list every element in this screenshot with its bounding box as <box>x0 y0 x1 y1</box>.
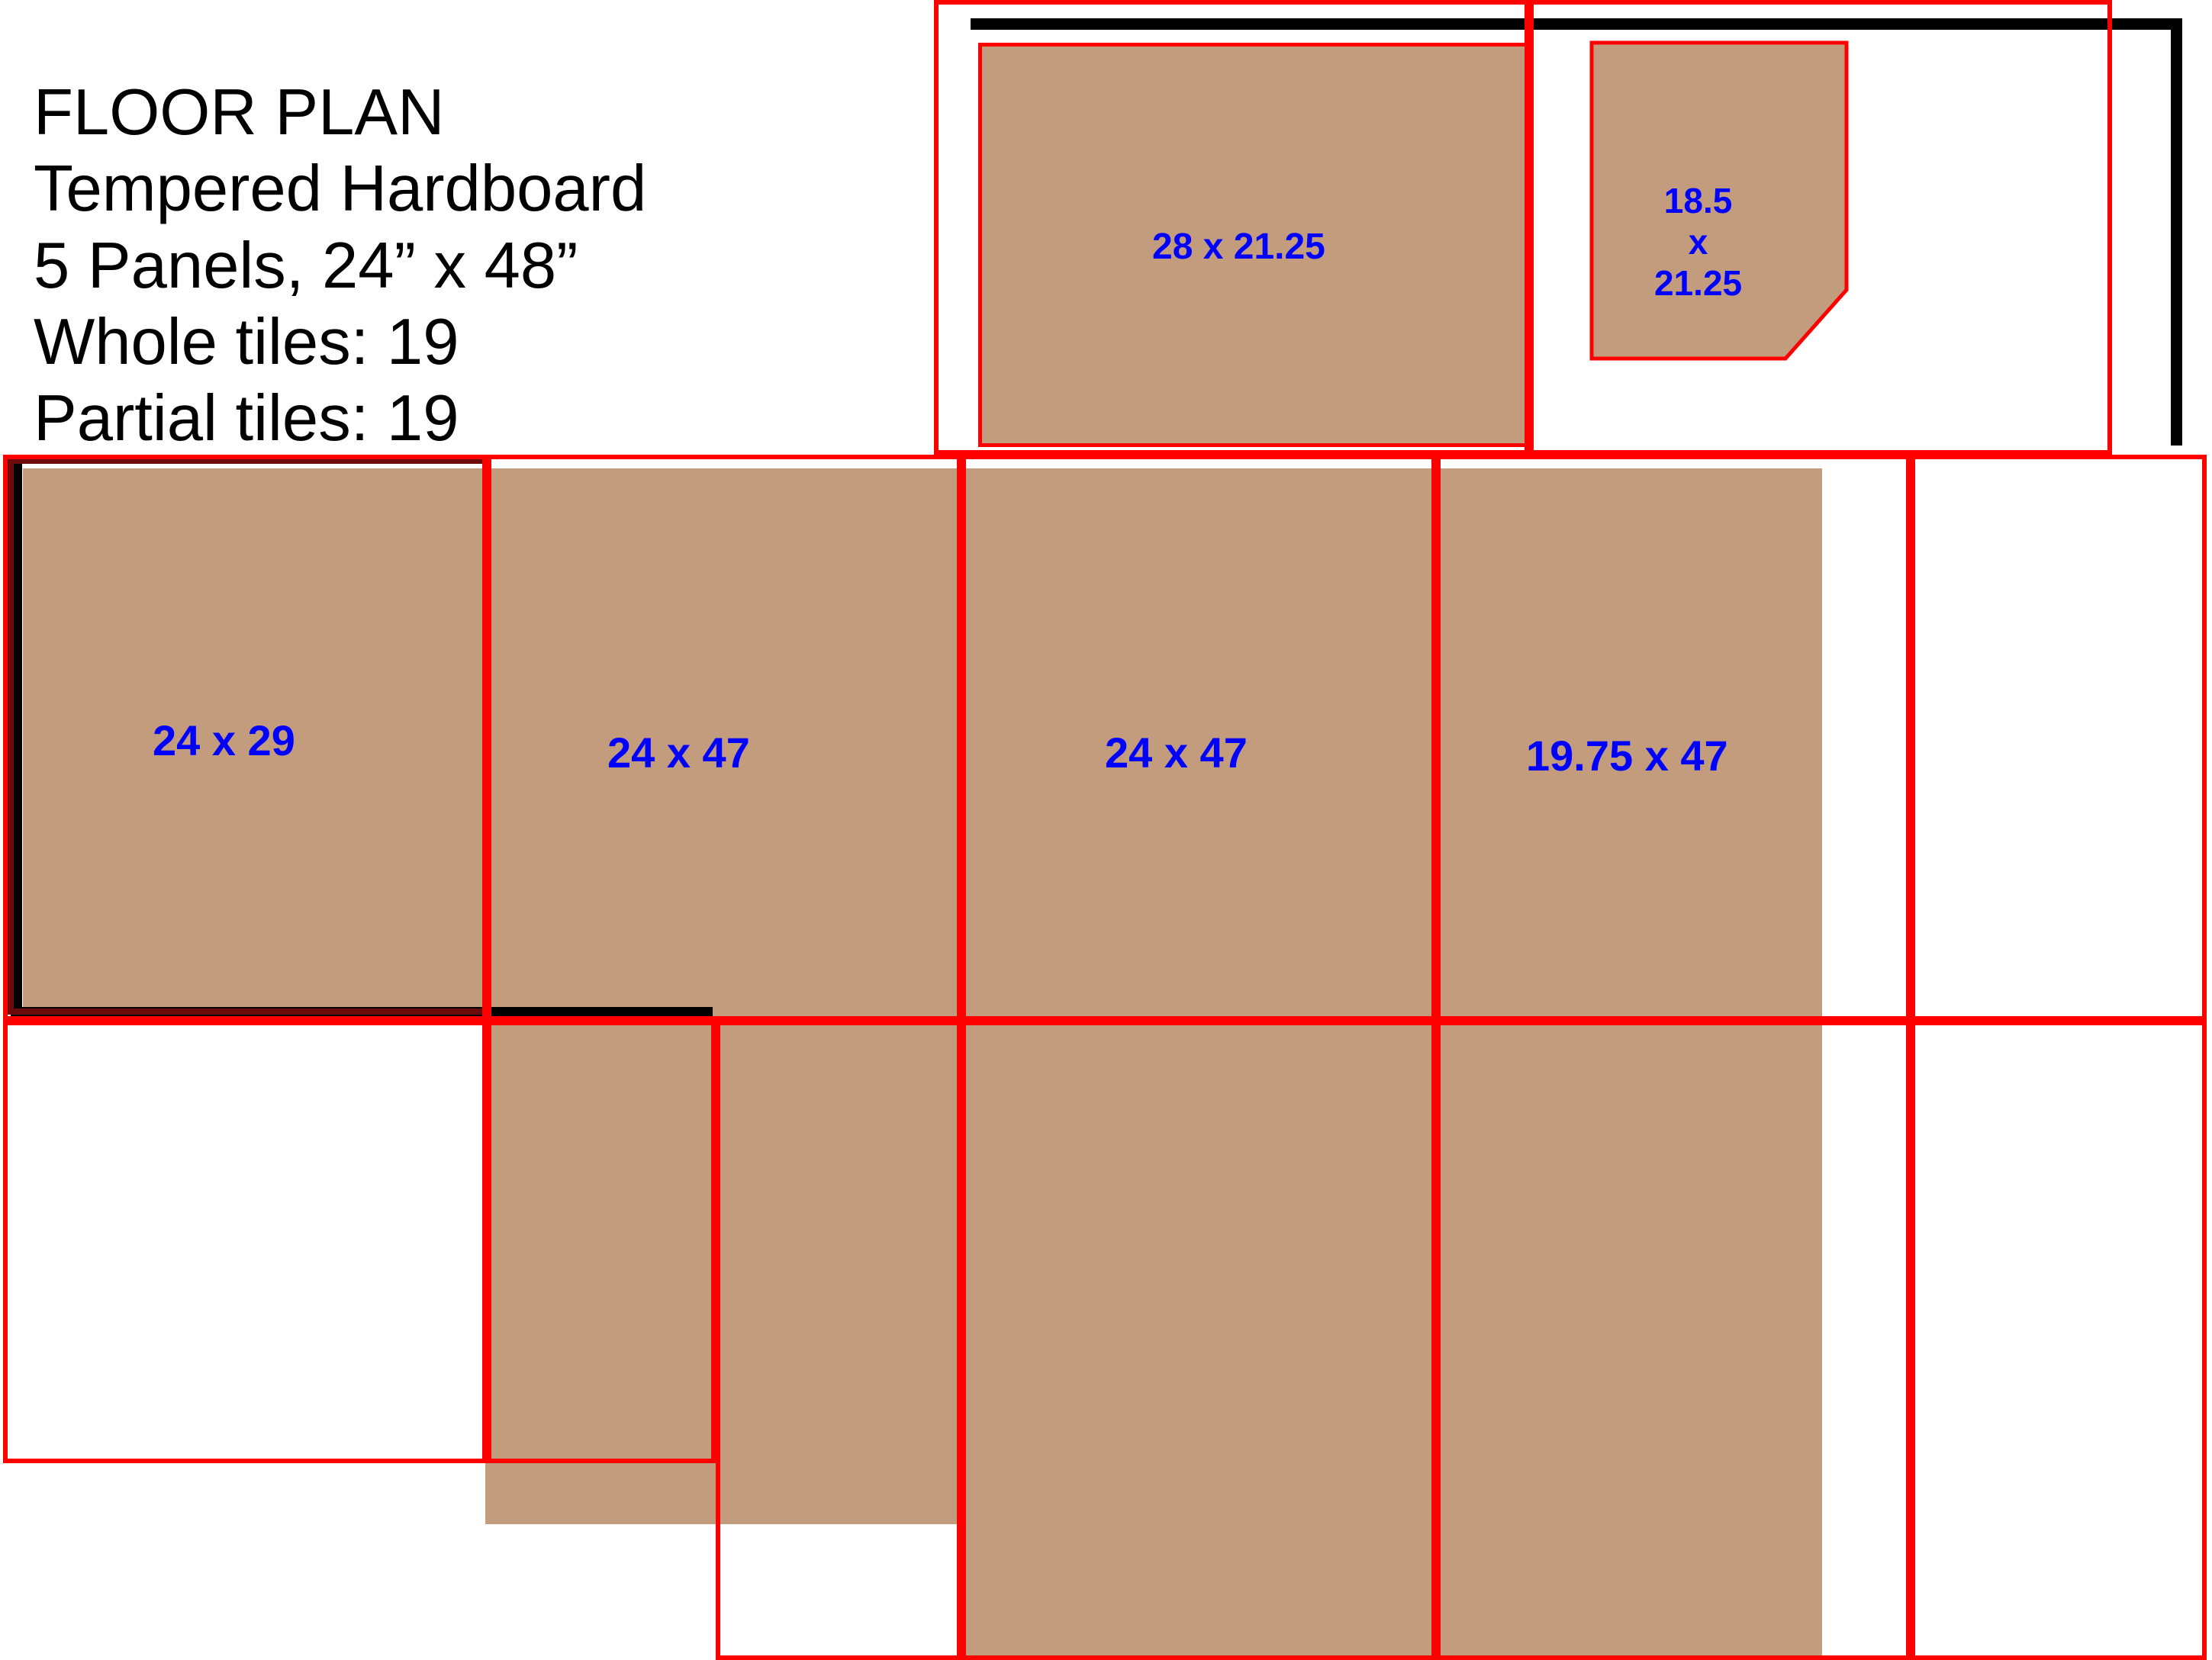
grid-cell <box>1436 1021 1911 1660</box>
floor-plan-diagram: 28 x 21.25 18.5 x 21.25 24 x 29 24 x 47 24 x… <box>0 0 2212 1660</box>
grid-cell <box>487 1021 716 1463</box>
wall-segment <box>2171 18 2182 446</box>
grid-cell <box>1911 1021 2207 1660</box>
label-19p75x47: 19.75 x 47 <box>1526 731 1728 780</box>
grid-cell <box>3 1021 487 1463</box>
title-line-1: Tempered Hardboard <box>34 151 646 227</box>
grid-cell <box>1911 455 2207 1021</box>
label-18p5x21p25: 18.5 x 21.25 <box>1654 180 1742 304</box>
label-28x21p25: 28 x 21.25 <box>1152 226 1325 268</box>
title-line-2: 5 Panels, 24” x 48” <box>34 228 646 304</box>
label-24x47-left: 24 x 47 <box>607 728 750 777</box>
title-block: FLOOR PLANTempered Hardboard5 Panels, 24… <box>34 75 646 457</box>
title-line-3: Whole tiles: 19 <box>34 304 646 381</box>
grid-cell <box>716 1021 961 1660</box>
grid-cell <box>961 1021 1436 1660</box>
label-24x29: 24 x 29 <box>153 716 295 765</box>
label-24x47-mid: 24 x 47 <box>1105 728 1248 777</box>
grid-cell <box>1529 0 2112 455</box>
title-line-0: FLOOR PLAN <box>34 75 646 151</box>
title-line-4: Partial tiles: 19 <box>34 381 646 457</box>
